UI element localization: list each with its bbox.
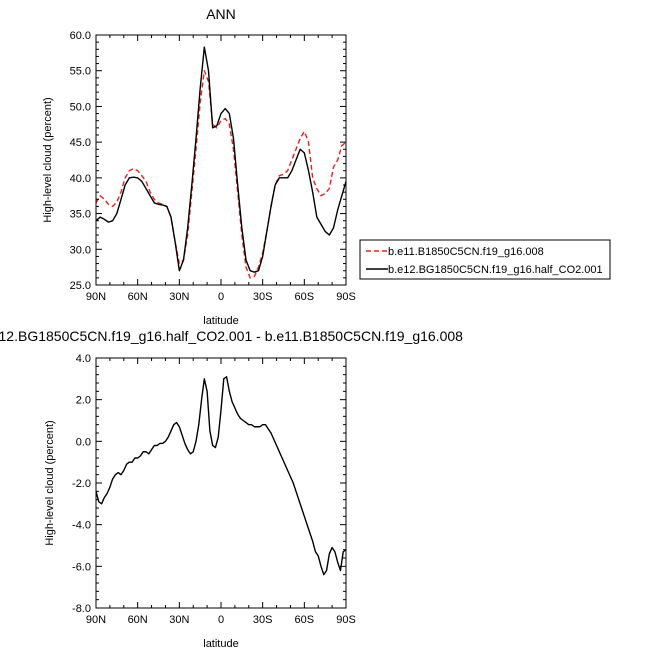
bottom-x-tick-label: 30S: [253, 614, 273, 626]
bottom-y-tick-label: -4.0: [72, 520, 91, 532]
bottom-panel: b.e12.BG1850C5CN.f19_g16.half_CO2.001 - …: [0, 328, 463, 650]
top-y-tick-label: 35.0: [70, 209, 91, 221]
top-y-tick-label: 50.0: [70, 101, 91, 113]
top-y-tick-label: 25.0: [70, 280, 91, 292]
bottom-x-tick-label: 90N: [86, 614, 106, 626]
bottom-y-axis-label: High-level cloud (percent): [44, 420, 56, 545]
bottom-x-tick-label: 60N: [128, 614, 148, 626]
bottom-y-tick-label: 4.0: [76, 353, 91, 365]
top-y-axis-label: High-level cloud (percent): [42, 97, 54, 222]
bottom-axis-layer: 90N 60N 30N 0 30S 60S 90S -8.0 -6.0 -4.0 -2.0 0.0 2.…: [72, 353, 356, 626]
bottom-x-axis-label: latitude: [203, 638, 238, 650]
top-x-tick-label: 30S: [253, 291, 273, 303]
top-x-tick-label: 0: [218, 291, 224, 303]
bottom-x-tick-label: 60S: [295, 614, 315, 626]
top-panel: ANN 90N 60N 30N 0 30S 60S 90S 25.0 30.0 35.0 40.0 4…: [42, 6, 356, 327]
legend-label-half-co2: b.e12.BG1850C5CN.f19_g16.half_CO2.001: [388, 264, 603, 276]
top-x-axis-label: latitude: [203, 315, 238, 327]
bottom-y-tick-label: 0.0: [76, 436, 91, 448]
top-y-tick-label: 55.0: [70, 66, 91, 78]
bottom-plot-frame: [95, 357, 347, 609]
bottom-y-tick-label: -2.0: [72, 478, 91, 490]
bottom-y-tick-label: -8.0: [72, 603, 91, 615]
legend-label-control: b.e11.B1850C5CN.f19_g16.008: [388, 246, 544, 258]
bottom-y-tick-label: -6.0: [72, 561, 91, 573]
top-y-tick-label: 60.0: [70, 30, 91, 42]
legend-box: [359, 239, 611, 280]
bottom-x-tick-label: 0: [218, 614, 224, 626]
top-y-tick-label: 45.0: [70, 137, 91, 149]
top-y-tick-label: 40.0: [70, 173, 91, 185]
top-series-layer: [95, 46, 347, 279]
bottom-series-line-0: [95, 376, 347, 576]
top-series-line-0: [95, 70, 347, 279]
top-chart-title: ANN: [206, 6, 236, 22]
bottom-y-tick-label: 2.0: [76, 395, 91, 407]
top-x-tick-label: 30N: [169, 291, 189, 303]
top-x-tick-label: 60N: [128, 291, 148, 303]
bottom-x-tick-label: 30N: [169, 614, 189, 626]
top-y-tick-label: 30.0: [70, 244, 91, 256]
top-x-tick-label: 60S: [295, 291, 315, 303]
bottom-series-layer: [95, 376, 347, 576]
bottom-x-tick-label: 90S: [336, 614, 356, 626]
top-series-line-1: [95, 46, 347, 273]
top-plot-frame: [95, 34, 347, 286]
top-axis-layer: 90N 60N 30N 0 30S 60S 90S 25.0 30.0 35.0 40.0 45.0 5…: [70, 30, 356, 303]
top-x-tick-label: 90S: [336, 291, 356, 303]
top-x-tick-label: 90N: [86, 291, 106, 303]
bottom-chart-title: b.e12.BG1850C5CN.f19_g16.half_CO2.001 - …: [0, 328, 463, 344]
legend: b.e11.B1850C5CN.f19_g16.008 b.e12.BG1850…: [359, 239, 611, 280]
